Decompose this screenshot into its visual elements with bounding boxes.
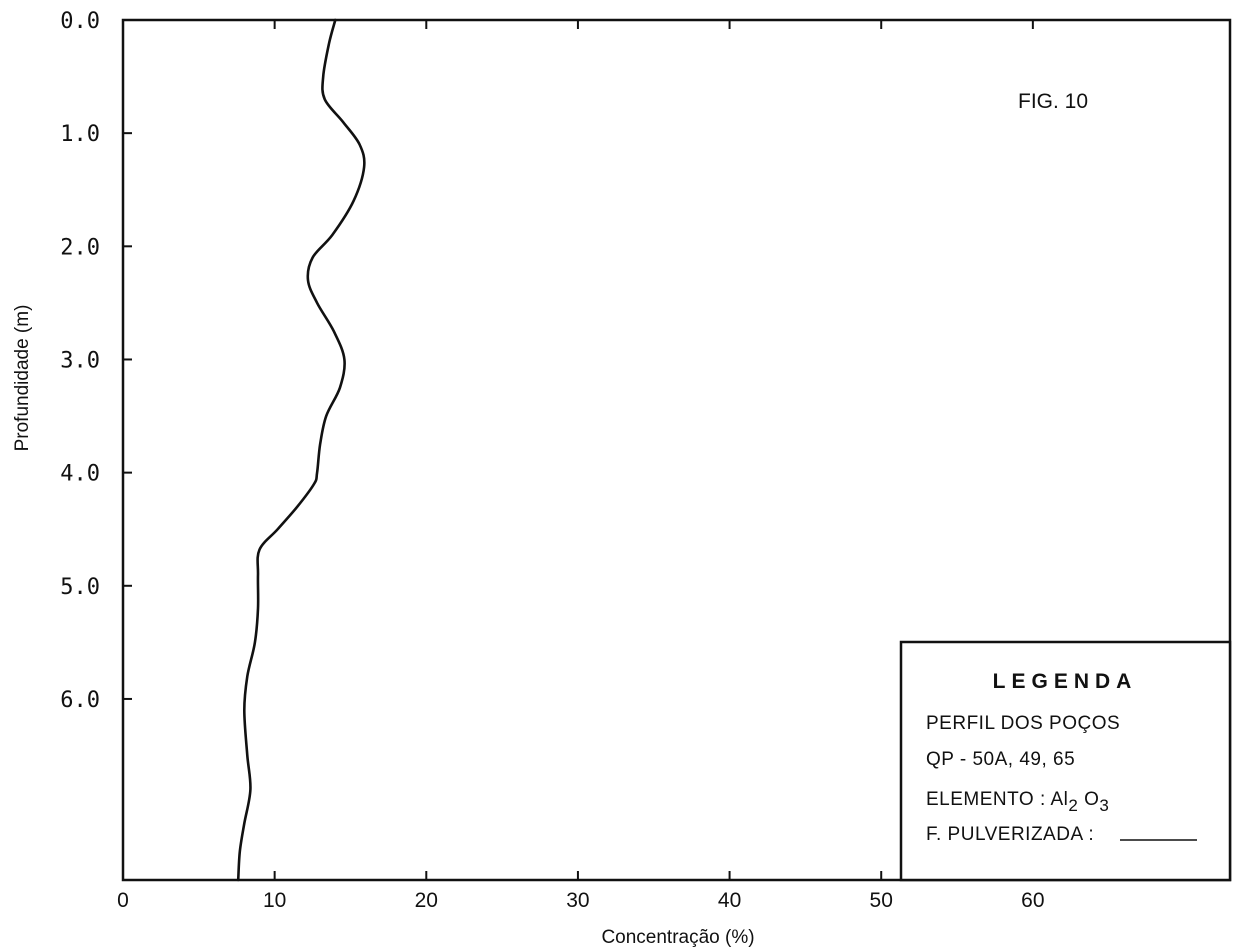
legend-element-prefix: ELEMENTO : Al xyxy=(926,789,1068,810)
legend-line-profile: PERFIL DOS POÇOS xyxy=(926,713,1120,734)
figure-label: FIG. 10 xyxy=(1018,90,1088,113)
y-tick-label: 3.0 xyxy=(60,348,100,373)
legend: LEGENDA PERFIL DOS POÇOS QP - 50A, 49, 6… xyxy=(899,640,1232,882)
x-tick-label: 50 xyxy=(870,889,893,912)
y-axis-title: Profundidade (m) xyxy=(12,305,33,452)
y-tick-label: 1.0 xyxy=(60,122,100,147)
y-tick-label: 5.0 xyxy=(60,575,100,600)
y-tick-label: 2.0 xyxy=(60,235,100,260)
legend-element-sub1: 2 xyxy=(1068,796,1078,815)
y-tick-label: 4.0 xyxy=(60,462,100,487)
x-tick-label: 0 xyxy=(117,889,129,912)
legend-element-sub2: 3 xyxy=(1099,796,1109,815)
x-tick-label: 60 xyxy=(1021,889,1044,912)
legend-line-element: ELEMENTO : Al2 O3 xyxy=(926,789,1109,815)
x-axis: 0 10 20 30 40 50 60 xyxy=(117,20,1045,912)
x-tick-label: 40 xyxy=(718,889,741,912)
plot-frame xyxy=(121,18,1232,882)
legend-element-mid: O xyxy=(1078,789,1099,810)
x-tick-label: 20 xyxy=(415,889,438,912)
legend-line-wells: QP - 50A, 49, 65 xyxy=(926,749,1075,770)
y-axis: 0.0 1.0 2.0 3.0 4.0 5.0 6.0 xyxy=(60,9,132,713)
series-line xyxy=(236,18,366,882)
legend-title: LEGENDA xyxy=(993,670,1138,693)
x-tick-label: 30 xyxy=(566,889,589,912)
y-tick-label: 6.0 xyxy=(60,688,100,713)
legend-line-pulverized: F. PULVERIZADA : xyxy=(926,824,1094,845)
x-tick-label: 10 xyxy=(263,889,286,912)
y-tick-label: 0.0 xyxy=(60,9,100,34)
x-axis-title: Concentração (%) xyxy=(601,927,754,948)
